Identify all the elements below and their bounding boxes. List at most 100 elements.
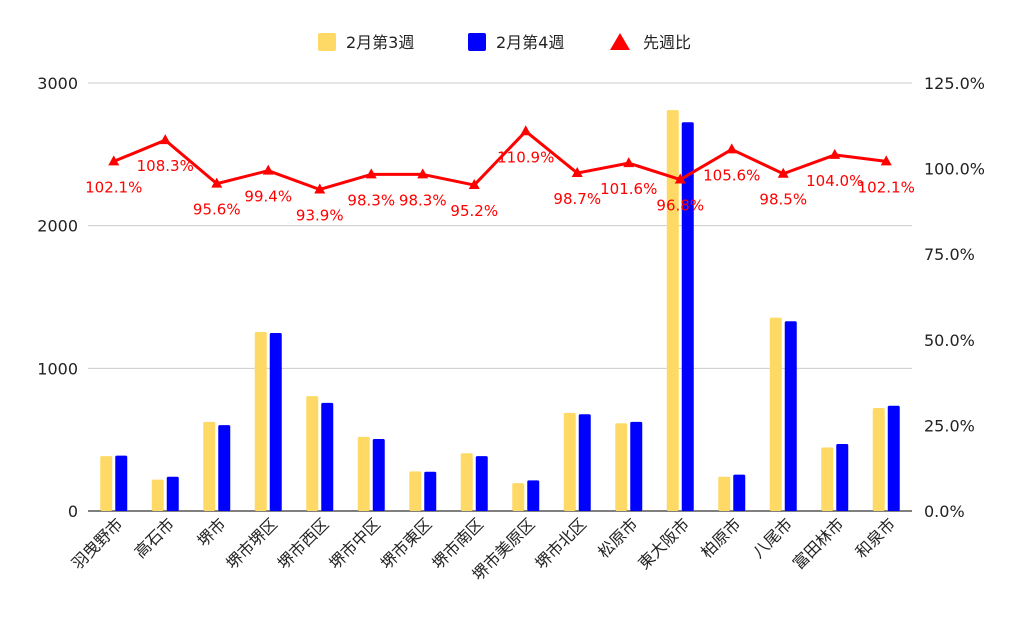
right-axis: 0.0% 25.0% 50.0% 75.0% 100.0% 125.0% (924, 74, 985, 521)
bar-2-堺市北区 (578, 414, 591, 511)
bar-2-堺市東区 (424, 471, 437, 511)
left-tick-label: 1000 (37, 359, 78, 378)
legend-label-series-3: 先週比 (643, 33, 691, 52)
category-label: 堺市中区 (325, 514, 384, 573)
legend-swatch-series-1 (318, 33, 336, 51)
ratio-marker (262, 164, 274, 175)
bar-1-和泉市 (872, 407, 885, 511)
ratio-data-label: 98.5% (759, 191, 807, 209)
bar-1-堺市北区 (563, 412, 576, 511)
category-label: 高石市 (131, 514, 178, 561)
bar-1-松原市 (615, 423, 628, 511)
right-tick-label: 25.0% (924, 416, 975, 435)
ratio-data-label: 93.9% (296, 206, 344, 224)
ratio-marker (468, 179, 480, 190)
bar-2-堺市堺区 (269, 332, 282, 511)
ratio-line: 102.1%108.3%95.6%99.4%93.9%98.3% 98.3%95.… (85, 125, 915, 224)
bar-2-堺市中区 (372, 438, 385, 511)
category-label: 堺市西区 (274, 514, 333, 573)
right-tick-label: 0.0% (924, 502, 965, 521)
bar-1-柏原市 (718, 476, 731, 511)
bar-1-八尾市 (769, 317, 782, 511)
category-label: 堺市 (194, 514, 230, 550)
legend: 2月第3週 2月第4週 先週比 (318, 33, 691, 52)
ratio-data-label: 110.9% (497, 148, 554, 166)
bar-2-和泉市 (887, 405, 900, 511)
bar-2-東大阪市 (681, 122, 694, 511)
left-tick-label: 0 (68, 502, 78, 521)
ratio-data-label: 98.3% (399, 191, 447, 209)
bar-2-富田林市 (836, 443, 849, 511)
ratio-marker (365, 168, 377, 179)
ratio-data-label: 102.1% (858, 178, 915, 196)
right-tick-label: 125.0% (924, 74, 985, 93)
ratio-marker (674, 173, 686, 184)
category-label: 羽曳野市 (68, 514, 127, 573)
right-tick-label: 50.0% (924, 331, 975, 350)
ratio-marker (571, 167, 583, 178)
bar-2-羽曳野市 (115, 455, 128, 511)
ratio-data-label: 105.6% (703, 166, 760, 184)
category-label: 東大阪市 (634, 514, 693, 573)
left-tick-label: 3000 (37, 74, 78, 93)
category-label: 堺市東区 (377, 514, 436, 573)
bar-2-堺市 (218, 425, 231, 511)
ratio-data-label: 95.2% (450, 202, 498, 220)
ratio-data-label: 98.7% (553, 190, 601, 208)
category-label: 堺市堺区 (222, 514, 281, 573)
bar-2-八尾市 (784, 321, 797, 511)
ratio-data-label: 102.1% (85, 178, 142, 196)
ratio-marker (623, 157, 635, 168)
left-axis: 0 1000 2000 3000 (37, 74, 78, 521)
bar-2-高石市 (166, 476, 179, 511)
right-tick-label: 75.0% (924, 245, 975, 264)
bar-1-羽曳野市 (100, 456, 113, 511)
legend-label-series-1: 2月第3週 (346, 33, 414, 52)
legend-label-series-2: 2月第4週 (496, 33, 564, 52)
category-label: 松原市 (594, 514, 641, 561)
bar-1-堺市 (203, 421, 216, 511)
ratio-data-label: 108.3% (137, 157, 194, 175)
bar-2-堺市美原区 (527, 480, 540, 511)
bar-1-堺市中区 (357, 436, 370, 511)
ratio-data-label: 101.6% (600, 180, 657, 198)
ratio-data-label: 96.8% (656, 197, 704, 215)
category-label: 富田林市 (789, 514, 848, 573)
ratio-marker (108, 155, 120, 166)
bar-1-堺市南区 (460, 453, 473, 511)
legend-marker-series-3 (610, 33, 630, 50)
ratio-marker (829, 148, 841, 159)
bars (100, 110, 900, 512)
category-label: 柏原市 (697, 514, 744, 561)
ratio-marker (314, 183, 326, 194)
ratio-marker (159, 134, 171, 145)
ratio-marker (417, 168, 429, 179)
ratio-data-label: 99.4% (244, 188, 292, 206)
bar-2-堺市南区 (475, 456, 488, 511)
bar-1-東大阪市 (666, 110, 679, 512)
right-tick-label: 100.0% (924, 160, 985, 179)
ratio-data-label: 98.3% (347, 191, 395, 209)
bar-1-堺市美原区 (512, 483, 525, 511)
bar-1-堺市西区 (306, 396, 319, 511)
ratio-data-label: 95.6% (193, 201, 241, 219)
ratio-marker (520, 125, 532, 136)
ratio-data-label: 104.0% (806, 172, 863, 190)
category-label: 堺市北区 (531, 514, 590, 573)
legend-swatch-series-2 (468, 33, 486, 51)
ratio-marker (211, 177, 223, 188)
bar-1-堺市堺区 (254, 331, 267, 511)
ratio-marker (726, 143, 738, 154)
bar-1-高石市 (151, 479, 164, 511)
category-label: 八尾市 (749, 514, 796, 561)
category-label: 和泉市 (852, 514, 899, 561)
bar-2-堺市西区 (321, 402, 334, 511)
bar-2-松原市 (630, 421, 643, 511)
bar-1-堺市東区 (409, 471, 422, 511)
bar-2-柏原市 (733, 474, 746, 511)
bar-1-富田林市 (821, 447, 834, 511)
ratio-marker (777, 167, 789, 178)
ratio-marker (880, 155, 892, 166)
